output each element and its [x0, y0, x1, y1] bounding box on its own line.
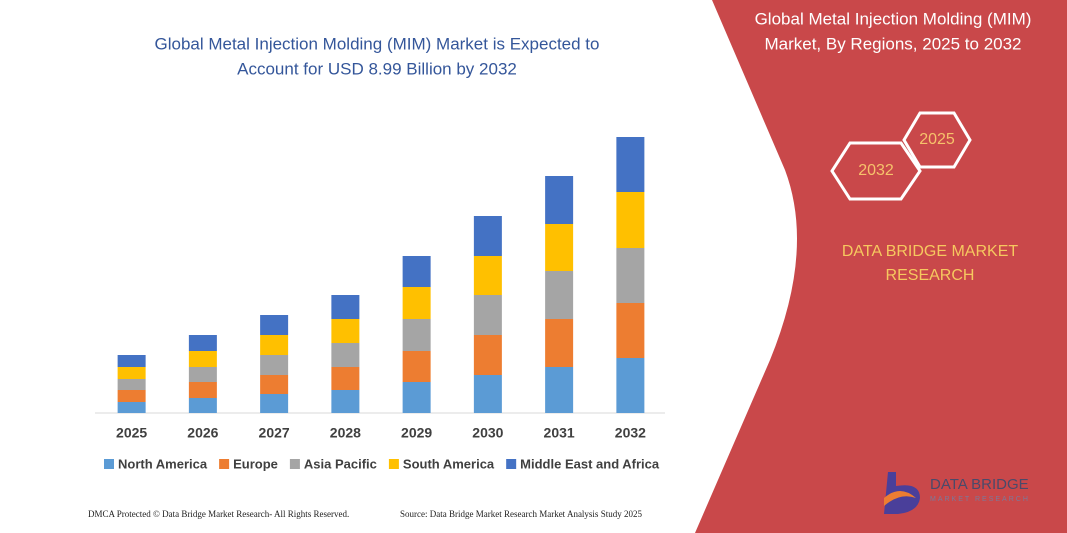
bar-segment	[260, 335, 289, 355]
legend-swatch	[219, 459, 230, 469]
chart-title: Account for USD 8.99 Billion by 2032	[237, 59, 517, 78]
bar-segment	[331, 295, 360, 319]
bar-segment	[117, 379, 146, 390]
x-tick-label: 2030	[472, 425, 503, 441]
bar-segment	[616, 358, 645, 413]
bar-segment	[331, 390, 360, 413]
bar-segment	[117, 355, 146, 367]
chart-title: Global Metal Injection Molding (MIM) Mar…	[154, 34, 599, 53]
bar-segment	[545, 319, 574, 367]
bar-segment	[545, 271, 574, 319]
x-tick-label: 2025	[116, 425, 147, 441]
legend-label: North America	[118, 456, 208, 471]
footer-text: DMCA Protected © Data Bridge Market Rese…	[88, 509, 349, 519]
bar-segment	[188, 335, 217, 351]
x-tick-label: 2031	[544, 425, 575, 441]
legend-swatch	[506, 459, 517, 469]
x-tick-label: 2026	[187, 425, 218, 441]
bar-segment	[545, 176, 574, 224]
bar-segment	[331, 367, 360, 390]
bar-segment	[473, 216, 502, 256]
bar-segment	[616, 192, 645, 248]
bar-segment	[188, 398, 217, 413]
bar-segment	[188, 351, 217, 367]
bar-segment	[545, 224, 574, 271]
legend-label: South America	[403, 456, 495, 471]
brand-text: DATA BRIDGE MARKET	[842, 243, 1019, 260]
brand-text: RESEARCH	[886, 267, 975, 284]
panel-title: Market, By Regions, 2025 to 2032	[764, 34, 1021, 53]
red-panel	[695, 0, 1067, 533]
bar-segment	[260, 375, 289, 394]
bar-segment	[188, 382, 217, 398]
logo-tagline: MARKET RESEARCH	[930, 496, 1030, 503]
bar-segment	[260, 394, 289, 413]
bar-segment	[473, 256, 502, 295]
hex-label: 2025	[919, 131, 955, 148]
hexagon	[902, 111, 972, 169]
bar-segment	[117, 402, 146, 413]
bar-segment	[117, 390, 146, 402]
bar-segment	[402, 256, 431, 287]
bar-segment	[402, 319, 431, 351]
bar-segment	[545, 367, 574, 413]
bar-segment	[188, 367, 217, 382]
bar-segment	[260, 355, 289, 375]
x-tick-label: 2027	[259, 425, 290, 441]
bar-segment	[616, 137, 645, 192]
bar-segment	[616, 303, 645, 358]
bar-segment	[260, 315, 289, 335]
bar-segment	[473, 335, 502, 375]
bar-segment	[402, 287, 431, 319]
bar-segment	[331, 319, 360, 343]
x-tick-label: 2028	[330, 425, 361, 441]
x-tick-label: 2032	[615, 425, 646, 441]
logo-icon	[884, 491, 916, 506]
legend-swatch	[104, 459, 114, 469]
hex-label: 2032	[858, 162, 894, 179]
bar-segment	[402, 382, 431, 413]
legend-label: Asia Pacific	[304, 456, 377, 471]
hexagon	[830, 141, 922, 201]
bar-segment	[117, 367, 146, 379]
panel-title: Global Metal Injection Molding (MIM)	[755, 9, 1032, 28]
bar-segment	[473, 375, 502, 413]
logo-name: DATA BRIDGE	[930, 476, 1029, 493]
bar-segment	[402, 351, 431, 382]
x-tick-label: 2029	[401, 425, 432, 441]
bar-segment	[331, 343, 360, 367]
legend-label: Middle East and Africa	[520, 456, 660, 471]
legend-swatch	[388, 459, 399, 469]
bar-segment	[616, 248, 645, 303]
footer-text: Source: Data Bridge Market Research Mark…	[400, 509, 642, 519]
legend-label: Europe	[233, 456, 278, 471]
bar-segment	[473, 295, 502, 335]
legend-swatch	[289, 459, 300, 469]
